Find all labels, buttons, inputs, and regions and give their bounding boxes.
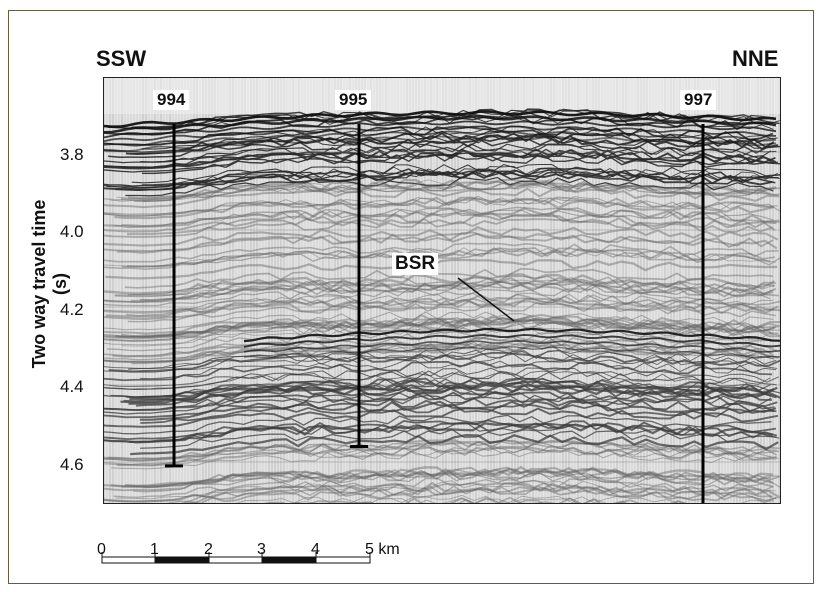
scale-segment-dark — [155, 557, 209, 563]
scale-tick-label: 0 — [97, 541, 106, 558]
figure-frame — [8, 10, 814, 584]
seismic-image — [104, 78, 780, 503]
site-label-994: 994 — [153, 90, 190, 110]
bsr-leader-line — [457, 277, 515, 322]
bsr-label: BSR — [392, 253, 439, 275]
scale-tick-label: 3 — [257, 541, 266, 558]
scale-tick-label: 4 — [311, 541, 320, 558]
y-tick-label: 4.4 — [60, 377, 84, 396]
site-label-997: 997 — [680, 90, 717, 110]
seismic-section — [103, 77, 781, 504]
scale-tick-label: 2 — [204, 541, 213, 558]
direction-label-left: SSW — [96, 46, 147, 71]
scale-tick-label: 1 — [150, 541, 159, 558]
scale-segment-dark — [262, 557, 316, 563]
site-label-995: 995 — [335, 90, 372, 110]
y-tick-label: 4.0 — [60, 222, 84, 241]
scale-tick-label: 5 km — [365, 541, 400, 558]
y-tick-label: 4.6 — [60, 455, 84, 474]
scale-bar — [101, 552, 371, 564]
direction-label-right: NNE — [732, 46, 779, 71]
y-tick-label: 3.8 — [60, 145, 84, 164]
y-tick-label: 4.2 — [60, 300, 84, 319]
